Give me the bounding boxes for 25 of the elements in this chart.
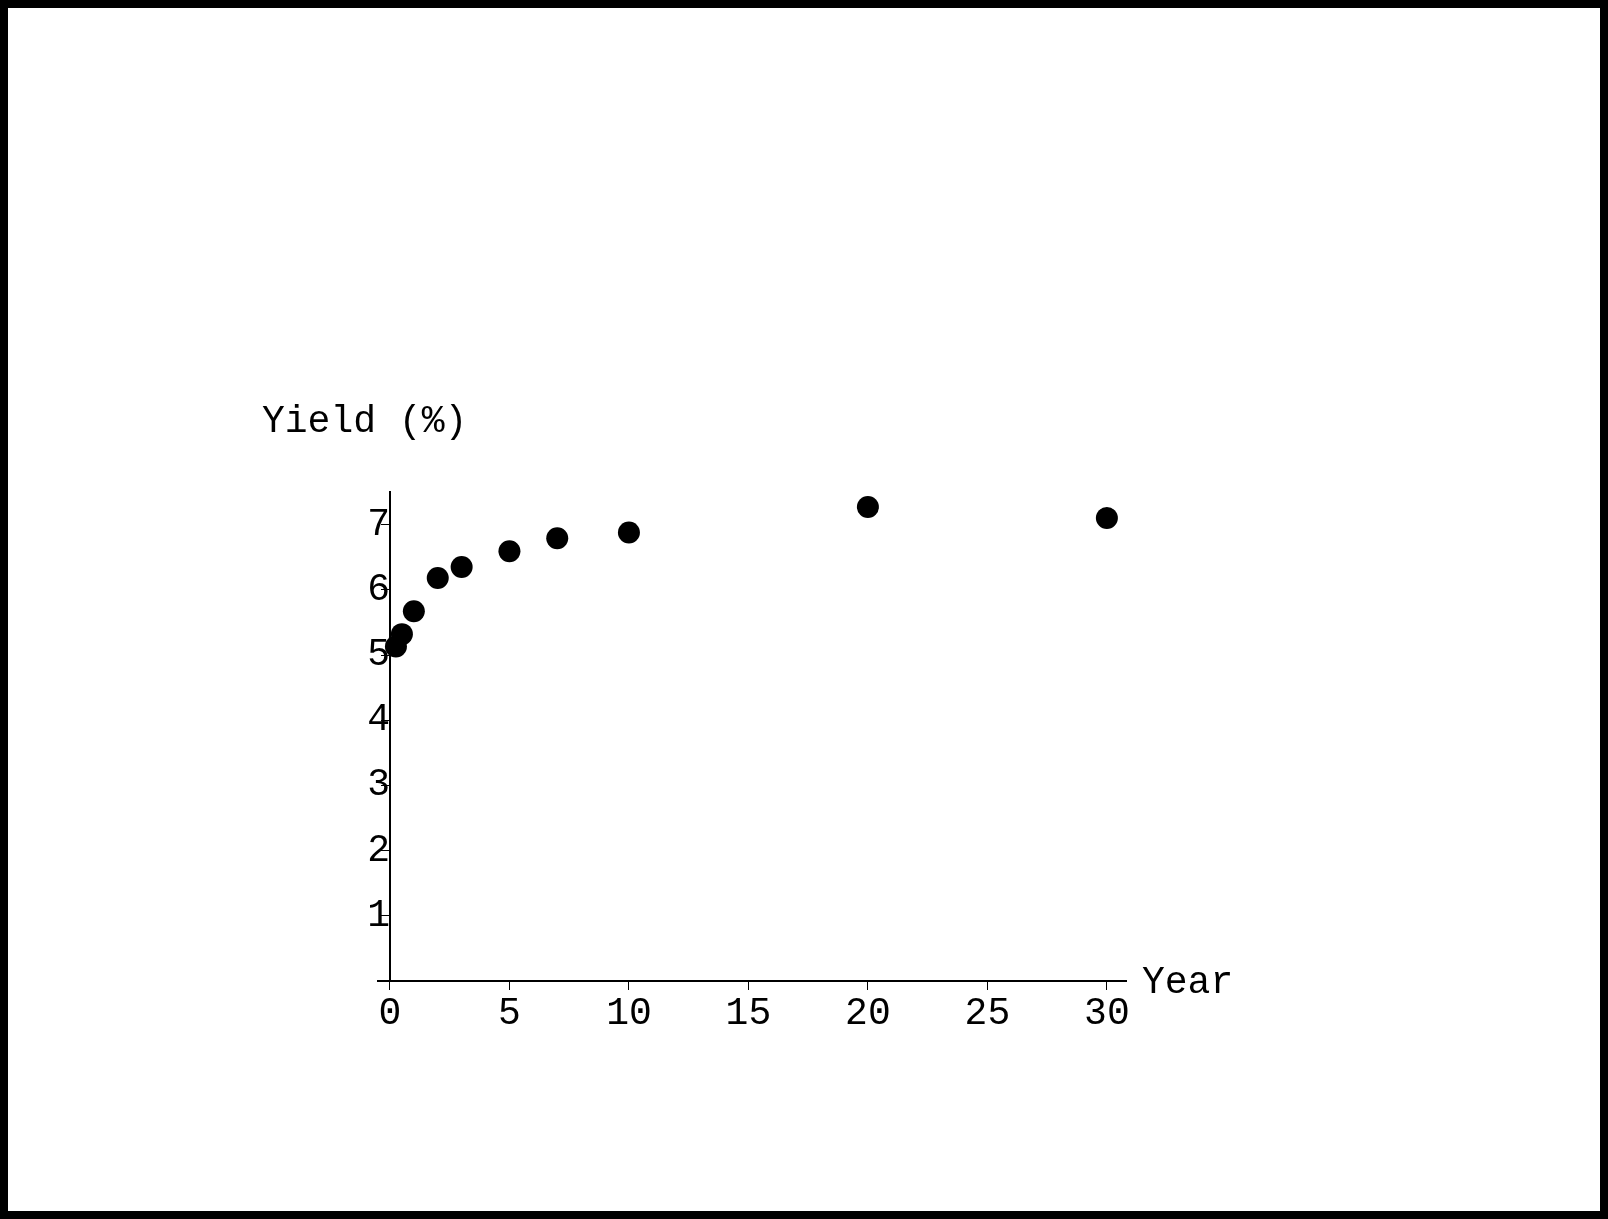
y-tick-label: 3	[367, 763, 390, 807]
point	[390, 623, 413, 646]
y-tick-label: 5	[367, 633, 390, 677]
x-tick-label: 30	[1084, 991, 1130, 1035]
point	[402, 600, 425, 623]
y-axis-title: Yield (%)	[262, 400, 468, 443]
point	[450, 555, 473, 578]
x-tick-label: 0	[378, 991, 402, 1035]
point	[546, 527, 569, 550]
x-tick-label: 20	[845, 991, 891, 1035]
y-tick-label: 6	[367, 567, 390, 611]
point	[617, 521, 640, 544]
x-tick-label: 15	[725, 991, 772, 1035]
x-tick-label: 10	[606, 991, 652, 1035]
y-tick-label: 4	[367, 698, 390, 742]
y-tick-label: 2	[367, 828, 390, 872]
point	[426, 567, 449, 590]
y-tick-label: 7	[367, 502, 390, 546]
point	[498, 540, 521, 563]
y-tick-label: 1	[367, 893, 390, 937]
point	[856, 496, 879, 518]
point	[1095, 507, 1118, 530]
x-axis-title: Year	[1142, 961, 1234, 1005]
x-tick-label: 25	[964, 991, 1011, 1035]
x-tick-label: 5	[498, 991, 521, 1035]
